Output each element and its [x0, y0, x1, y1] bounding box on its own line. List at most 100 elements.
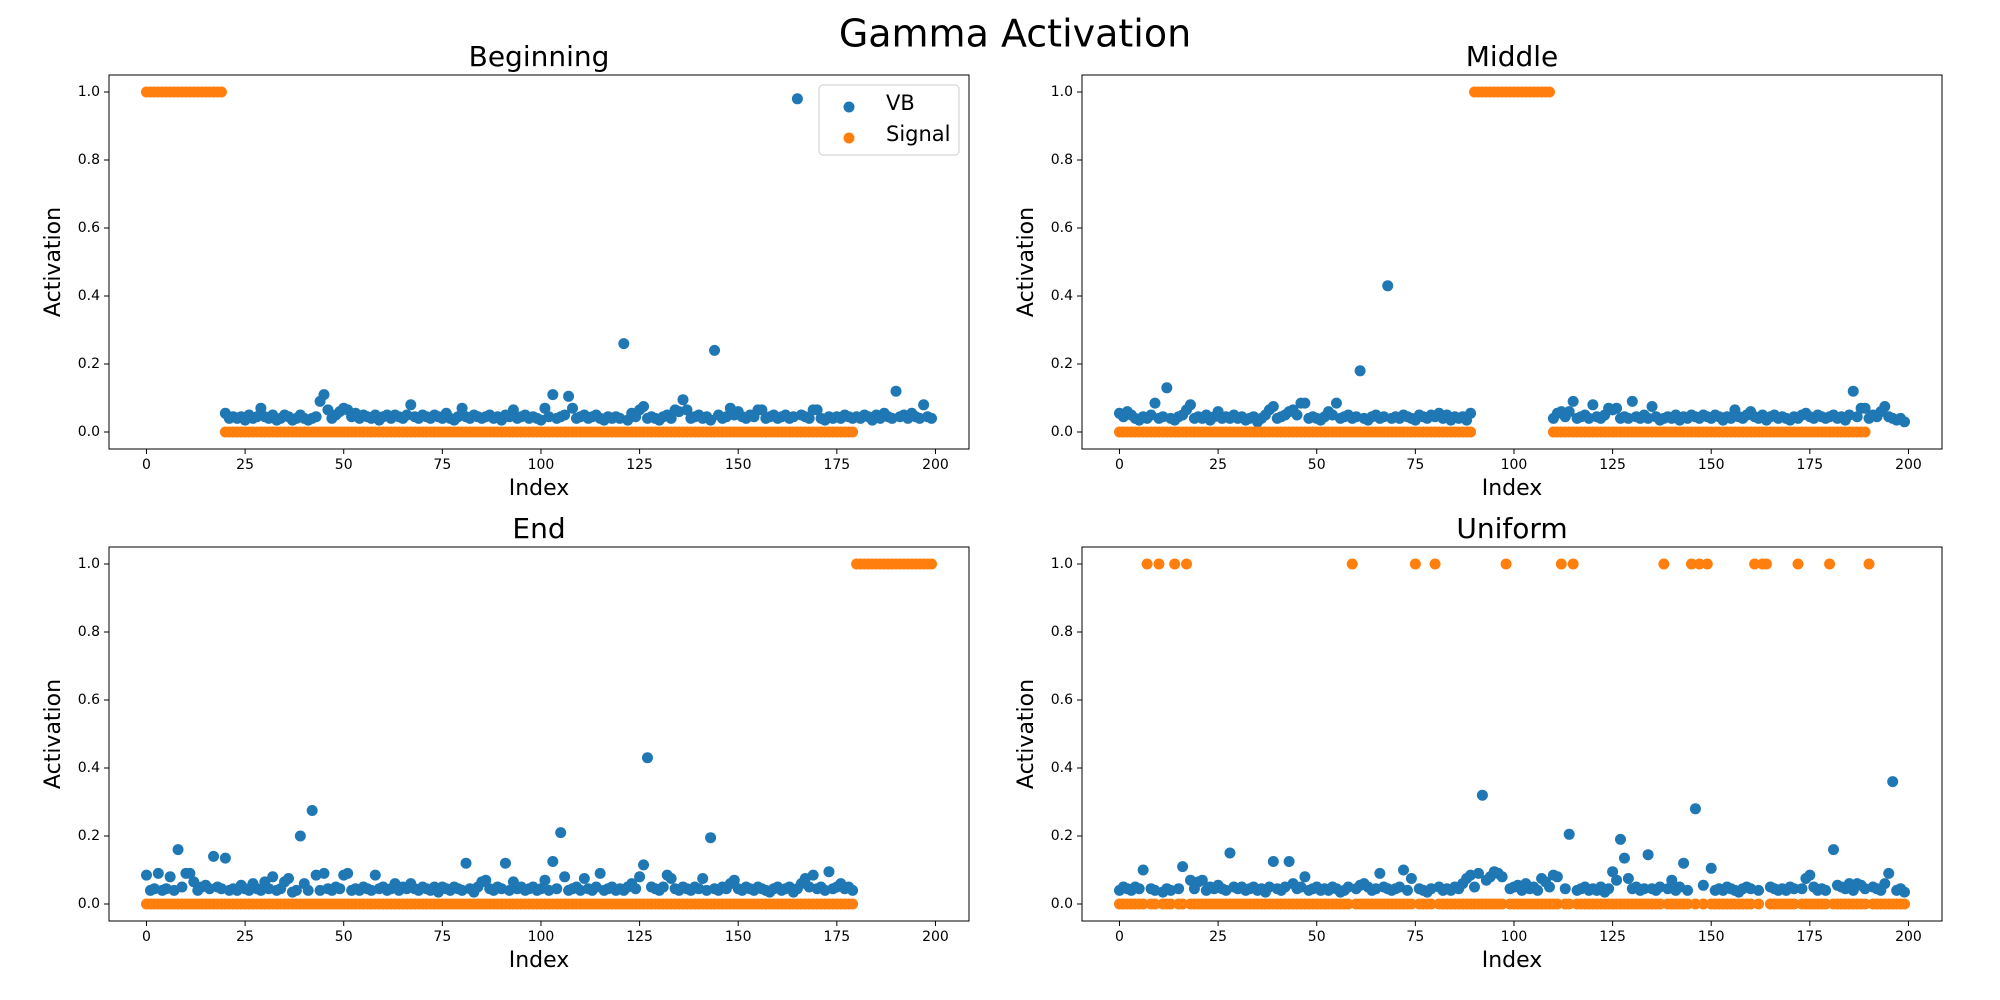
point: [1887, 776, 1899, 788]
point: [847, 884, 859, 896]
subplot: Uniform Index Activation 0 25 50 75 100 125 150 17…: [1014, 512, 1943, 973]
x-tick-label: 25: [236, 929, 254, 945]
y-tick-label: 0.4: [78, 288, 100, 304]
point: [1543, 881, 1555, 893]
point: [1863, 558, 1875, 570]
point: [1788, 883, 1800, 895]
x-tick-label: 75: [433, 457, 451, 473]
x-tick-label: 150: [725, 929, 752, 945]
y-axis-label: Activation: [1014, 679, 1039, 789]
point: [1587, 399, 1599, 411]
axes-frame: [1081, 546, 1943, 922]
y-tick-label: 0.6: [1051, 692, 1073, 708]
point: [657, 881, 669, 893]
y-tick-label: 0.4: [1051, 760, 1073, 776]
axes-frame: [108, 74, 970, 450]
y-tick-label: 0.0: [78, 424, 100, 440]
point: [1181, 558, 1193, 570]
point: [1330, 397, 1342, 409]
point: [665, 412, 677, 424]
point: [302, 884, 314, 896]
point: [1169, 558, 1181, 570]
point: [847, 426, 859, 438]
point: [1567, 558, 1579, 570]
point: [184, 867, 196, 879]
point: [697, 873, 709, 884]
point: [306, 805, 318, 816]
point: [1796, 883, 1808, 895]
subplot: Beginning Index Activation 0 25 50 75 100 125 150…: [41, 40, 970, 501]
x-tick-label: 75: [1406, 457, 1424, 473]
subplot: Middle Index Activation 0 25 50 75 100 125 150 175…: [1014, 40, 1943, 501]
y-tick-label: 1.0: [1051, 84, 1073, 100]
x-axis-label: Index: [509, 476, 570, 501]
point: [215, 86, 227, 98]
x-tick-label: 175: [1796, 929, 1823, 945]
point: [140, 869, 152, 881]
point: [1626, 395, 1638, 407]
point: [480, 874, 492, 886]
point: [1697, 898, 1709, 910]
y-tick-label: 0.0: [1051, 424, 1073, 440]
x-tick-label: 125: [1599, 929, 1626, 945]
point: [709, 344, 721, 356]
point: [559, 409, 571, 421]
point: [1666, 874, 1678, 886]
point: [1689, 803, 1701, 815]
point: [555, 827, 567, 839]
point: [1682, 898, 1694, 910]
point: [728, 874, 740, 886]
point: [1859, 426, 1871, 438]
point: [1749, 558, 1761, 570]
point: [1851, 411, 1863, 423]
point: [547, 856, 559, 867]
point: [318, 389, 330, 401]
x-axis-label: Index: [1482, 476, 1543, 501]
point: [1899, 886, 1911, 898]
y-axis-label: Activation: [1014, 207, 1039, 317]
point: [803, 412, 815, 424]
x-tick-label: 175: [823, 929, 850, 945]
y-tick-label: 0.8: [78, 152, 100, 168]
point: [926, 558, 938, 570]
point: [807, 869, 819, 881]
point: [1224, 847, 1236, 859]
point: [551, 883, 563, 895]
point: [1622, 873, 1634, 884]
point: [1149, 397, 1161, 409]
x-tick-label: 150: [1698, 457, 1725, 473]
point: [310, 411, 322, 423]
point: [1685, 558, 1697, 570]
point: [1177, 861, 1189, 873]
point: [1429, 558, 1441, 570]
point: [1472, 867, 1484, 879]
x-tick-label: 200: [922, 457, 949, 473]
point: [1551, 871, 1563, 883]
point: [1607, 866, 1619, 878]
point: [1828, 844, 1840, 856]
x-tick-label: 75: [1406, 929, 1424, 945]
point: [322, 404, 334, 416]
point: [1543, 86, 1555, 98]
point: [1705, 862, 1717, 874]
x-tick-label: 50: [1308, 929, 1326, 945]
x-tick-label: 200: [1895, 457, 1922, 473]
x-axis-label: Index: [1482, 948, 1543, 973]
x-tick-label: 0: [1115, 457, 1124, 473]
point: [1701, 558, 1713, 570]
x-tick-label: 200: [922, 929, 949, 945]
point: [1682, 884, 1694, 896]
point: [1161, 382, 1173, 394]
point: [665, 873, 677, 884]
legend-marker: [843, 101, 855, 113]
point: [918, 399, 930, 411]
point: [1753, 884, 1765, 896]
point: [164, 871, 176, 883]
point: [188, 876, 200, 888]
point: [1618, 852, 1630, 864]
point: [567, 402, 579, 414]
point: [1654, 898, 1666, 910]
point: [334, 883, 346, 895]
point: [926, 412, 938, 424]
point: [1567, 395, 1579, 407]
